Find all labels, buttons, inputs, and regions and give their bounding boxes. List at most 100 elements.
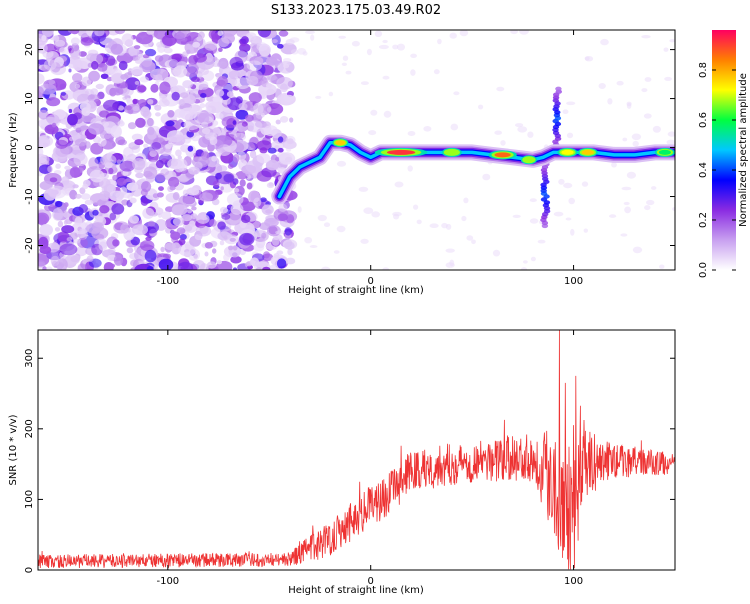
noise-blob: [407, 165, 413, 172]
noise-blob: [620, 233, 628, 237]
noise-blob: [73, 59, 83, 71]
noise-blob: [214, 112, 224, 119]
noise-blob: [162, 34, 177, 47]
noise-blob: [463, 197, 469, 204]
noise-blob: [279, 116, 289, 123]
noise-blob: [135, 172, 144, 179]
snr-y-axis-label: SNR (10 * v/v): [8, 414, 19, 485]
noise-blob: [519, 30, 529, 35]
noise-blob: [118, 60, 128, 71]
noise-blob: [125, 105, 132, 111]
noise-blob: [211, 155, 218, 162]
noise-blob: [74, 216, 83, 226]
noise-blob: [216, 260, 222, 265]
spectrogram-frame: [37, 29, 676, 271]
noise-blob: [500, 140, 506, 146]
noise-blob: [267, 147, 277, 154]
noise-blob: [230, 203, 244, 215]
noise-blob: [445, 248, 455, 253]
noise-blob: [449, 259, 455, 267]
noise-blob: [240, 201, 256, 212]
x-tick-label: 100: [564, 576, 583, 587]
noise-blob: [530, 256, 536, 262]
noise-blob: [232, 178, 239, 185]
noise-blob: [562, 109, 569, 114]
noise-blob: [143, 166, 158, 180]
noise-blob: [130, 259, 139, 267]
noise-blob: [59, 47, 66, 54]
noise-blob: [253, 243, 265, 252]
noise-blob: [199, 103, 206, 109]
noise-blob: [140, 177, 147, 183]
noise-blob: [392, 44, 399, 50]
noise-blob: [99, 205, 110, 214]
noise-blob: [160, 168, 170, 176]
noise-blob: [360, 238, 369, 244]
noise-blob: [229, 56, 244, 69]
noise-blob: [177, 155, 182, 160]
noise-blob: [566, 132, 574, 139]
noise-blob: [247, 120, 263, 133]
noise-blob: [41, 35, 47, 42]
noise-blob: [192, 41, 201, 48]
noise-blob: [256, 140, 272, 151]
noise-blob: [305, 30, 315, 34]
noise-blob: [80, 193, 91, 200]
noise-blob: [221, 213, 231, 220]
noise-blob: [264, 217, 279, 228]
noise-blob: [109, 212, 117, 221]
noise-blob: [158, 99, 170, 107]
noise-blob: [520, 267, 528, 270]
noise-blob: [45, 266, 53, 270]
noise-blob: [60, 91, 66, 96]
noise-blob: [190, 213, 198, 220]
spectrogram-plot-area: [38, 30, 675, 270]
noise-blob: [64, 202, 69, 208]
colorbar-tick-label: 0.4: [698, 162, 709, 178]
snr-frame: [37, 329, 676, 571]
noise-blob: [664, 76, 672, 81]
noise-blob: [232, 154, 240, 163]
noise-blob: [553, 211, 564, 217]
noise-blob: [351, 40, 360, 47]
noise-blob: [268, 182, 274, 187]
noise-blob: [378, 44, 389, 50]
noise-blob: [652, 125, 662, 133]
noise-blob: [267, 74, 277, 81]
noise-blob: [641, 88, 648, 93]
noise-blob: [144, 249, 157, 263]
noise-blob: [167, 59, 179, 67]
noise-blob: [278, 203, 288, 212]
noise-blob: [147, 99, 154, 105]
noise-blob: [142, 207, 155, 219]
noise-blob: [95, 83, 105, 90]
noise-blob: [217, 76, 228, 87]
noise-blob: [125, 77, 141, 91]
noise-blob: [459, 30, 469, 37]
noise-blob: [77, 263, 87, 270]
noise-blob: [239, 232, 255, 246]
noise-blob: [196, 214, 210, 224]
noise-blob: [116, 177, 127, 186]
noise-blob: [74, 83, 81, 89]
noise-blob: [644, 77, 652, 82]
noise-blob: [246, 75, 259, 86]
noise-blob: [423, 126, 432, 132]
noise-blob: [317, 214, 327, 222]
noise-blob: [275, 230, 286, 235]
noise-blob: [41, 30, 54, 37]
noise-blob: [224, 234, 239, 245]
noise-blob: [341, 62, 347, 66]
noise-blob: [233, 267, 237, 270]
noise-blob: [120, 223, 129, 234]
noise-blob: [265, 56, 278, 66]
noise-blob: [241, 214, 251, 224]
noise-blob: [128, 122, 137, 130]
noise-blob: [250, 151, 256, 158]
noise-blob: [200, 93, 207, 98]
noise-blob: [48, 79, 56, 85]
noise-blob: [374, 30, 383, 37]
noise-blob: [69, 189, 78, 200]
noise-blob: [360, 81, 369, 85]
noise-blob: [158, 186, 164, 192]
